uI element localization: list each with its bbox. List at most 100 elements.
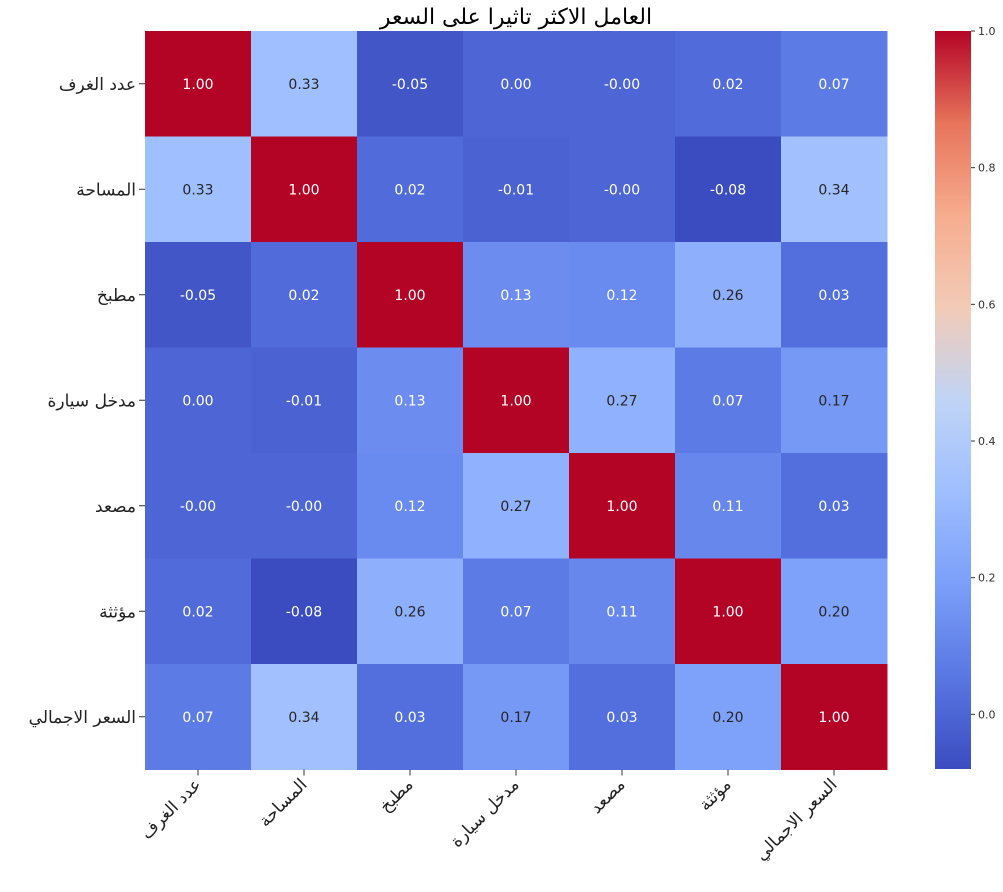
colorbar-tick-label: 0.0: [978, 708, 996, 721]
heatmap-cell: [251, 347, 358, 454]
heatmap-cell: [675, 242, 782, 348]
heatmap-cell: [463, 136, 570, 243]
cell-label: 1.00: [394, 288, 425, 304]
heatmap-cell: [463, 664, 570, 770]
cell-label: 0.34: [818, 182, 849, 198]
heatmap-cell: [463, 242, 570, 348]
cell-label: 0.02: [394, 182, 425, 198]
y-tick-label: السعر الاجمالي: [29, 708, 136, 728]
cell-label: -0.00: [604, 182, 640, 198]
heatmap-cell: [145, 347, 252, 454]
colorbar-tick-label: 0.6: [978, 298, 996, 311]
cell-label: 0.03: [606, 710, 637, 726]
heatmap-cell: [463, 453, 570, 559]
cell-label: 0.07: [818, 77, 849, 93]
heatmap-cells: 1.00 0.33 -0.05 0.00 -0.00 0.02 0.07 0.33 1.00 0.…: [145, 31, 888, 770]
x-tick-label: عدد الغرف: [137, 775, 206, 844]
y-axis-labels: عدد الغرف المساحة مطبخ مدخل سيارة مصعد مؤثثة ا…: [29, 75, 145, 728]
cell-label: -0.08: [710, 182, 746, 198]
cell-label: 0.17: [818, 393, 849, 409]
cell-label: 0.02: [182, 604, 213, 620]
cell-label: 1.00: [818, 710, 849, 726]
cell-label: 0.11: [712, 499, 743, 515]
cell-label: -0.00: [286, 499, 322, 515]
cell-label: 0.13: [500, 288, 531, 304]
cell-label: 0.26: [712, 288, 743, 304]
cell-label: 1.00: [500, 393, 531, 409]
colorbar-tick-label: 0.2: [978, 572, 996, 585]
heatmap-cell: [569, 136, 676, 243]
heatmap-cell: [781, 347, 888, 454]
heatmap-cell: [569, 31, 676, 137]
heatmap-cell: [251, 453, 358, 559]
cell-label: 1.00: [182, 77, 213, 93]
heatmap-cell: [675, 558, 782, 665]
heatmap-cell: [357, 347, 464, 454]
heatmap-cell: [781, 136, 888, 243]
heatmap-cell: [357, 31, 464, 137]
x-axis-labels: عدد الغرف المساحة مطبخ مدخل سيارة مصعد مؤثثة ا…: [137, 769, 842, 865]
heatmap-cell: [781, 558, 888, 665]
heatmap-cell: [145, 242, 252, 348]
cell-label: 0.02: [712, 77, 743, 93]
y-tick-label: عدد الغرف: [59, 75, 136, 95]
heatmap-cell: [145, 136, 252, 243]
heatmap-cell: [675, 136, 782, 243]
heatmap-cell: [145, 664, 252, 770]
cell-label: -0.00: [604, 77, 640, 93]
heatmap-cell: [463, 558, 570, 665]
heatmap-cell: [357, 242, 464, 348]
cell-label: 0.11: [606, 604, 637, 620]
heatmap-cell: [251, 242, 358, 348]
heatmap-cell: [357, 664, 464, 770]
heatmap-cell: [357, 558, 464, 665]
heatmap-cell: [251, 31, 358, 137]
colorbar-tick-label: 0.8: [978, 162, 996, 175]
cell-label: 0.03: [394, 710, 425, 726]
heatmap-cell: [463, 347, 570, 454]
heatmap-cell: [463, 31, 570, 137]
x-tick-label: مؤثثة: [695, 775, 735, 815]
heatmap-cell: [145, 558, 252, 665]
cell-label: 0.12: [606, 288, 637, 304]
y-tick-label: مطبخ: [97, 286, 136, 306]
heatmap-cell: [251, 664, 358, 770]
heatmap-cell: [251, 136, 358, 243]
cell-label: 0.17: [500, 710, 531, 726]
x-tick-label: مطبخ: [376, 775, 418, 817]
y-tick-label: المساحة: [76, 180, 136, 200]
cell-label: 0.20: [818, 604, 849, 620]
cell-label: 1.00: [712, 604, 743, 620]
heatmap-cell: [675, 347, 782, 454]
cell-label: 0.03: [818, 499, 849, 515]
cell-label: 0.07: [182, 710, 213, 726]
heatmap-cell: [357, 136, 464, 243]
heatmap-cell: [357, 453, 464, 559]
heatmap-cell: [675, 453, 782, 559]
heatmap-cell: [569, 242, 676, 348]
cell-label: 0.20: [712, 710, 743, 726]
chart-title: العامل الاكثر تاثيرا على السعر: [379, 5, 652, 30]
cell-label: 0.27: [500, 499, 531, 515]
colorbar-tick-label: 1.0: [978, 25, 996, 38]
y-tick-label: مؤثثة: [99, 602, 136, 622]
heatmap-cell: [251, 558, 358, 665]
heatmap-cell: [569, 558, 676, 665]
cell-label: 0.07: [712, 393, 743, 409]
heatmap-cell: [781, 664, 888, 770]
cell-label: -0.05: [392, 77, 428, 93]
cell-label: -0.08: [286, 604, 322, 620]
heatmap-cell: [145, 31, 252, 137]
heatmap-cell: [781, 31, 888, 137]
heatmap-cell: [675, 31, 782, 137]
x-tick-label: مدخل سيارة: [447, 775, 524, 852]
heatmap-cell: [675, 664, 782, 770]
cell-label: -0.05: [180, 288, 216, 304]
x-tick-label: السعر الاجمالي: [751, 775, 841, 865]
heatmap-cell: [781, 242, 888, 348]
cell-label: 1.00: [288, 182, 319, 198]
cell-label: 0.00: [500, 77, 531, 93]
cell-label: -0.01: [286, 393, 322, 409]
cell-label: 0.07: [500, 604, 531, 620]
